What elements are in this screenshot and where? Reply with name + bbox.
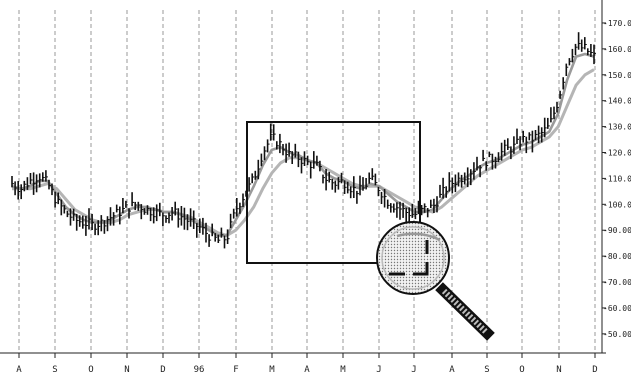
x-tick-label-1: S	[52, 365, 57, 375]
y-tick-label-2: -150.00	[603, 71, 631, 80]
annotations	[246, 121, 495, 341]
zoom-rectangle	[246, 121, 421, 264]
y-tick-label-11: -60.000	[603, 304, 631, 313]
y-tick-label-10: -70.000	[603, 278, 631, 287]
x-tick-label-15: N	[556, 365, 561, 375]
x-tick-label-10: J	[376, 365, 381, 375]
y-tick-label-9: -80.000	[603, 252, 631, 261]
x-tick-label-7: M	[269, 365, 275, 375]
x-tick-label-12: A	[449, 365, 455, 375]
magnifier-lens-ring	[381, 226, 445, 290]
lens-zoomed-line	[396, 232, 441, 242]
grid-lines	[18, 10, 596, 352]
magnifier-lens	[376, 221, 450, 295]
y-tick-label-6: -110.00	[603, 174, 631, 183]
x-tick-labels: A S O N D 96 F M A M J J A S O N D	[16, 353, 598, 375]
y-tick-labels: -170.00 -160.00 -150.00 -140.00 -130.00 -120.…	[602, 19, 631, 339]
y-tick-label-8: -90.000	[603, 226, 631, 235]
x-tick-label-8: A	[304, 365, 310, 375]
x-tick-label-6: F	[233, 365, 238, 375]
x-tick-label-9: M	[340, 365, 346, 375]
y-tick-label-3: -140.00	[603, 97, 631, 106]
y-tick-label-1: -160.00	[603, 45, 631, 54]
lens-corner-mark-b	[413, 262, 429, 276]
y-tick-label-12: -50.000	[603, 330, 631, 339]
magnifier-handle-grip	[441, 288, 489, 335]
y-tick-label-0: -170.00	[603, 19, 631, 28]
price-bars	[11, 32, 596, 249]
y-tick-label-5: -120.00	[603, 149, 631, 158]
y-tick-label-4: -130.00	[603, 123, 631, 132]
x-tick-label-0: A	[16, 365, 22, 375]
y-tick-label-7: -100.00	[603, 200, 631, 209]
x-tick-label-5: 96	[194, 365, 205, 375]
x-tick-label-3: N	[124, 365, 129, 375]
ma_short-line	[11, 52, 595, 237]
x-tick-label-2: O	[88, 365, 93, 375]
x-tick-label-4: D	[160, 365, 165, 375]
plot-frame	[0, 0, 606, 354]
x-tick-label-16: D	[592, 365, 597, 375]
x-tick-label-14: O	[519, 365, 524, 375]
magnifying-glass-icon	[376, 221, 495, 341]
x-tick-label-13: S	[484, 365, 489, 375]
x-tick-label-11: J	[411, 365, 416, 375]
series-group	[11, 52, 595, 237]
